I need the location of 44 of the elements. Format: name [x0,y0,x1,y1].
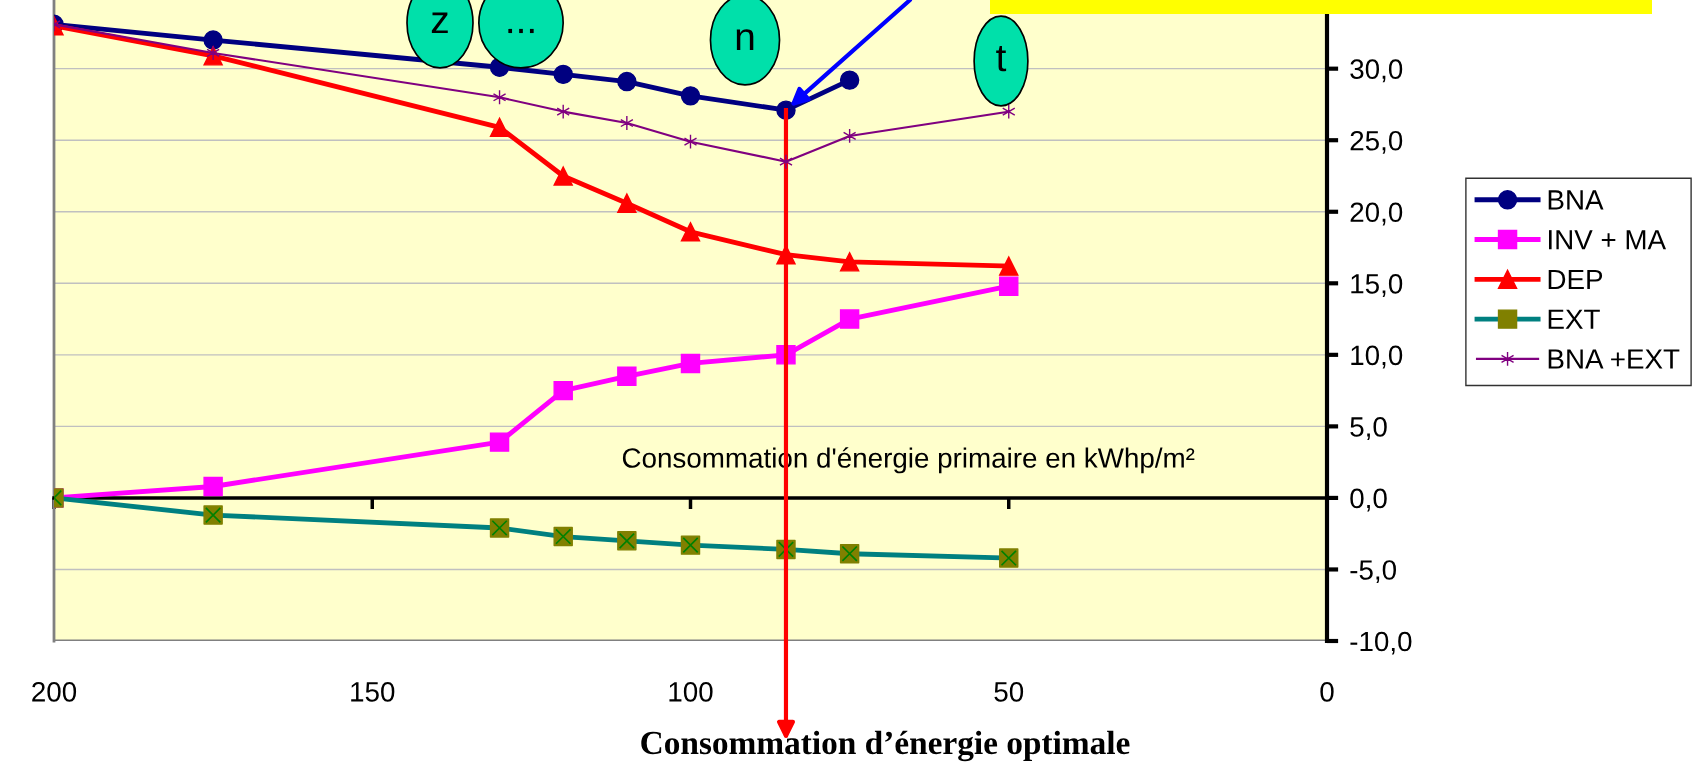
y-tick-label: 10,0 [1351,345,1403,369]
legend-label: BNA +EXT [1548,349,1680,369]
point [203,30,223,50]
annotation: z [431,12,448,34]
point [617,71,637,92]
annotation: t [996,45,1007,72]
y-tick-label: 30,0 [1350,59,1403,83]
x-tick-label: 100 [669,681,713,702]
x-tick-label: 50 [994,681,1024,702]
point [680,222,701,242]
point [620,115,634,131]
annotation: n [736,29,754,51]
legend-label: BNA [1548,190,1604,210]
point [779,154,793,170]
point [999,256,1019,276]
point [680,353,701,374]
annotation: ... [508,28,534,34]
x-tick-label: 200 [32,681,77,702]
legend-label: DEP [1548,269,1603,290]
point [489,117,510,138]
point [203,476,223,497]
point [839,70,860,90]
point [553,166,573,186]
x-tick-label: 0 [1320,681,1334,702]
point [553,380,573,401]
point [839,252,860,272]
y-tick-label: 15,0 [1351,273,1403,297]
point [553,64,573,85]
y-tick-label: -5,0 [1350,560,1396,584]
legend-label: EXT [1548,309,1600,329]
point [999,276,1019,296]
legend-label: INV + MA [1549,230,1667,250]
y-tick-label: -10,0 [1350,631,1412,655]
point [839,309,860,329]
y-tick-label: 0,0 [1350,488,1387,512]
y-tick-label: 25,0 [1350,130,1403,154]
point [489,432,510,452]
point [617,193,637,213]
ref-line-label: Consommation d’énergie optimale [641,730,1130,762]
x-tick-label: 150 [351,681,395,702]
point [617,366,637,387]
y-tick-label: 20,0 [1350,202,1403,226]
point [680,86,701,106]
y-tick-label: 5,0 [1350,417,1387,440]
